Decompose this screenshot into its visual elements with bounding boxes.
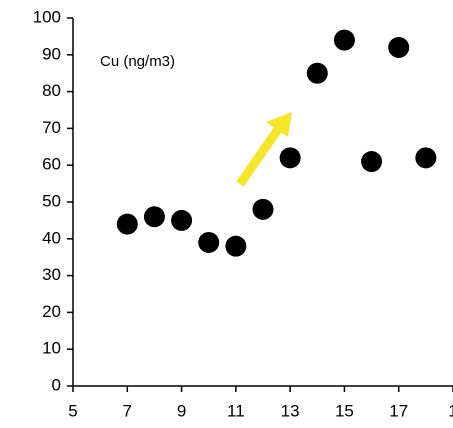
x-tick-label: 11 — [227, 401, 245, 420]
y-tick-label: 100 — [33, 7, 61, 26]
point — [252, 198, 274, 220]
x-tick-label: 13 — [281, 401, 300, 420]
x-tick-label: 15 — [335, 401, 354, 420]
annotation: Cu (ng/m3) — [100, 53, 175, 70]
y-tick-label: 30 — [42, 265, 61, 284]
point — [116, 213, 138, 235]
point — [388, 36, 410, 58]
y-tick-label: 60 — [42, 155, 61, 174]
y-tick-label: 70 — [42, 118, 61, 137]
trend-arrow-head — [266, 112, 292, 137]
y-tick-label: 50 — [42, 191, 61, 210]
x-tick-label: 7 — [123, 401, 132, 420]
y-tick-label: 0 — [52, 375, 61, 394]
x-tick-label: 1 — [448, 401, 453, 420]
point — [143, 206, 165, 228]
point — [361, 151, 383, 173]
y-tick-label: 20 — [42, 302, 61, 321]
point — [333, 29, 355, 51]
y-tick-label: 80 — [42, 81, 61, 100]
x-tick-label: 17 — [389, 401, 408, 420]
y-tick-label: 10 — [42, 339, 61, 358]
point — [279, 147, 301, 169]
point — [198, 231, 220, 253]
point — [415, 147, 437, 169]
x-tick-label: 5 — [68, 401, 77, 420]
point — [306, 62, 328, 84]
x-tick-label: 9 — [177, 401, 186, 420]
trend-arrow-shaft — [236, 125, 283, 187]
point — [225, 235, 247, 257]
y-tick-label: 90 — [42, 44, 61, 63]
y-tick-label: 40 — [42, 228, 61, 247]
point — [171, 209, 193, 231]
